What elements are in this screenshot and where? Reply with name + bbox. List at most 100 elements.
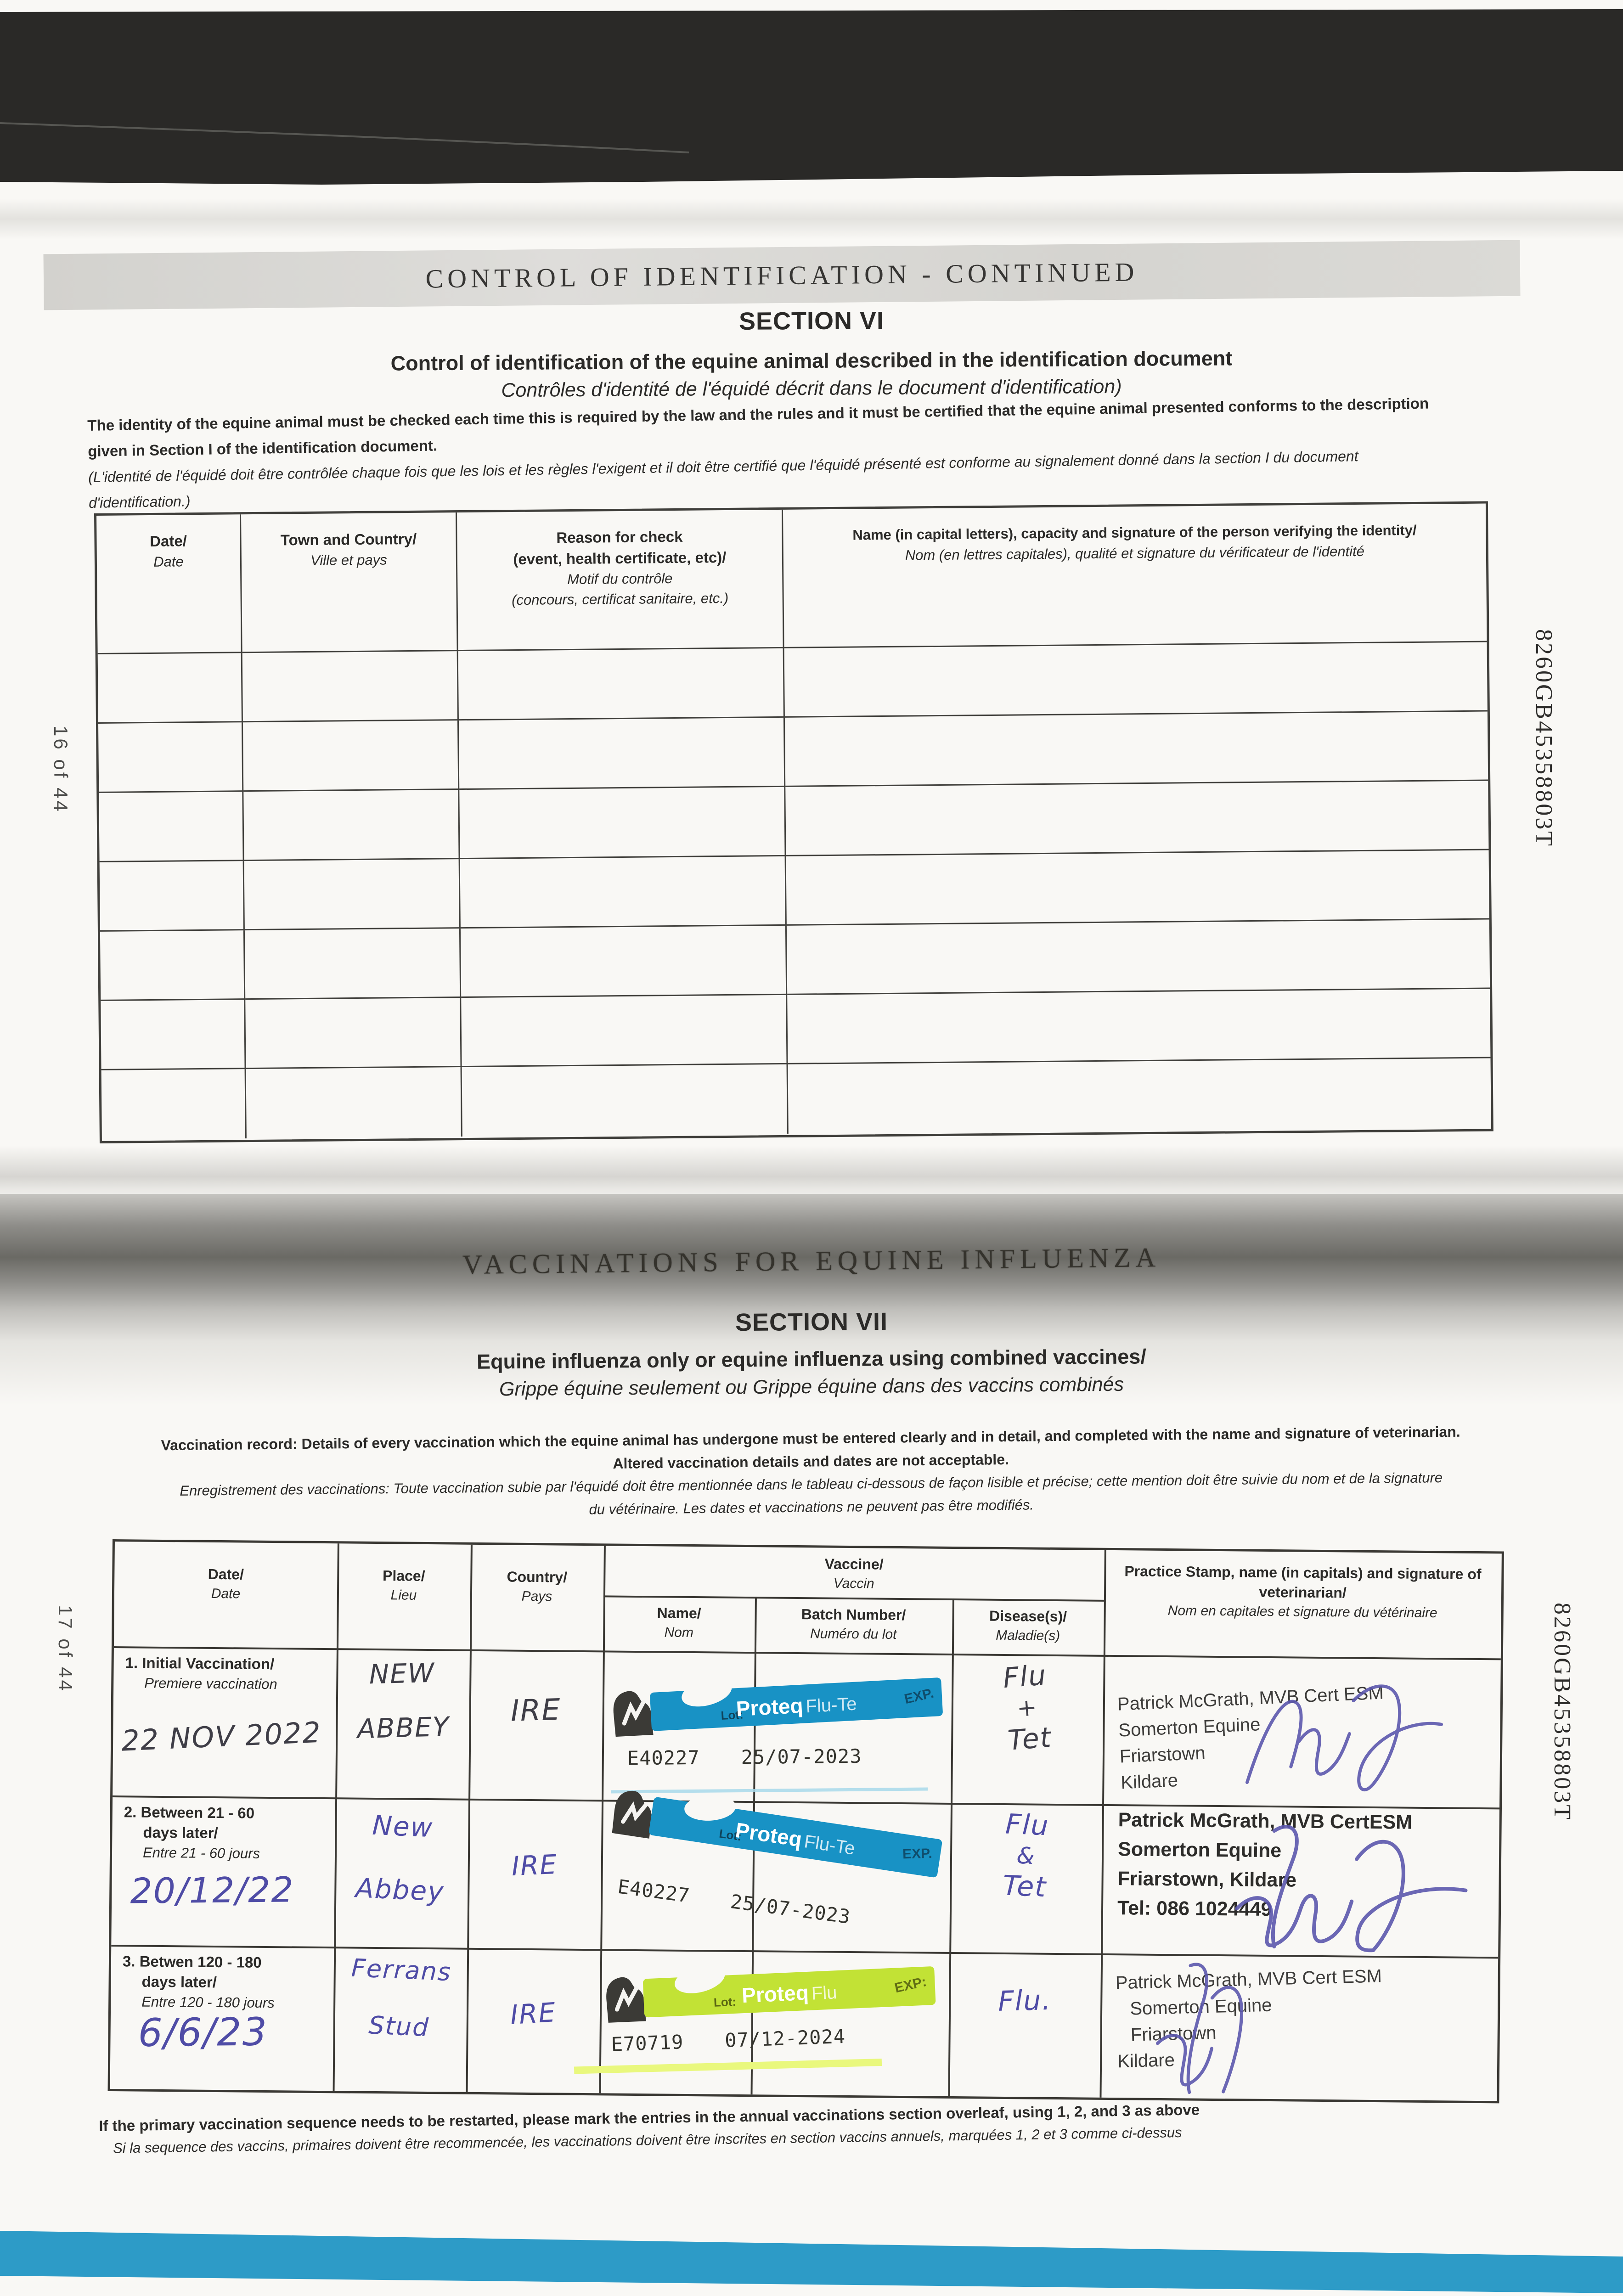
vet-signature [1156,1963,1244,2094]
empty-row-cell [460,856,787,929]
header-text: (event, health certificate, etc)/ [513,548,727,568]
header-text: Nom en capitales et signature du vétérin… [1167,1603,1437,1621]
row-label: 3. Betwen 120 - 180 days later/ Entre 12… [122,1951,275,2013]
header-text: veterinarian/ [1259,1583,1347,1601]
sticker-brand-bold: Proteq [741,1980,809,2008]
vaccination-row-1: 1. Initial Vaccination/ Premiere vaccina… [113,1646,1501,1807]
header-text: Reason for check [556,528,683,546]
expiry-date: 25/07-2023 [729,1890,852,1928]
empty-row-cell [242,651,459,723]
header-text: Date/ [208,1565,244,1583]
header-text: Disease(s)/ [989,1607,1067,1625]
section6-title-en: Control of identification of the equine … [390,346,1233,375]
sticker-brand-variant: Flu-Te [805,1694,857,1717]
row-label-line: days later/ [141,1973,217,1991]
sticker-band: Lot: Proteq Flu EXP: [642,1960,936,2018]
batch-number: E70719 [610,2031,684,2056]
empty-row-cell [244,859,461,931]
empty-row-cell [99,861,245,932]
batch-number: E40227 [627,1746,700,1770]
col-header-town-country: Town and Country/ Ville et pays [241,512,458,653]
col-header-vaccine: Vaccine/ Vaccin [603,1552,1105,1595]
row-label-line: days later/ [143,1823,218,1842]
vaccination-row-3: 3. Betwen 120 - 180 days later/ Entre 12… [110,1945,1499,2099]
col-header-practice-stamp: Practice Stamp, name (in capitals) and s… [1104,1561,1502,1623]
header-text: Vaccin [833,1576,874,1592]
header-text: Date/ [150,532,187,550]
empty-row-cell [101,1069,247,1140]
row-label-line: 1. Initial Vaccination/ [125,1654,275,1673]
vet-signature [1235,1824,1468,1953]
empty-row-cell [458,717,786,790]
col-header-date: Date/ Date [114,1564,338,1604]
col-header-date: Date/ Date [96,514,242,654]
horse-head-logo-icon [606,1977,646,2023]
vet-signature [1245,1684,1443,1791]
sticker-band: Lot: ProteqFlu-Te EXP. [649,1673,943,1731]
vaccine-sticker: Lot: ProteqFlu-Te EXP. [609,1787,943,1886]
sticker-brand-bold: Proteq [735,1693,804,1721]
handwritten-place: Ferrans Stud [332,1953,468,2043]
empty-row-cell [786,850,1489,926]
handwritten-disease: Flu + Tet [948,1655,1106,1761]
header-text: Date [211,1586,241,1602]
empty-row-cell [101,1000,246,1070]
header-text: Nom (en lettres capitales), qualité et s… [905,543,1365,563]
empty-row-cell [459,787,786,860]
handwritten-place-line: Abbey [355,1872,445,1908]
sticker-brand-bold: Proteq [733,1818,804,1851]
empty-row-cell [462,1064,789,1137]
page-number-16: 16 of 44 [50,726,72,814]
sticker-batch-expiry: E40227 25/07-2023 [616,1875,852,1928]
header-text: Date [153,553,184,570]
passport-code-right-top: 8260GB45358803T [1531,629,1557,848]
sticker-smear [574,2058,882,2074]
disease-line: Tet [1002,1869,1048,1904]
row-label-line: Entre 21 - 60 jours [142,1844,260,1862]
page-number-17: 17 of 44 [55,1605,76,1693]
col-header-batch-number: Batch Number/ Numéro du lot [755,1604,952,1644]
section6-banner-text: CONTROL OF IDENTIFICATION - CONTINUED [425,257,1138,293]
empty-row-cell [458,648,785,721]
empty-row-cell [788,1058,1491,1134]
row-label-line: Premiere vaccination [144,1675,277,1693]
header-text: Maladie(s) [996,1627,1060,1644]
empty-row-cell [99,792,244,862]
col-header-disease: Disease(s)/ Maladie(s) [952,1606,1104,1646]
empty-row-cell [242,720,460,792]
empty-row-cell [97,653,243,724]
col-header-verifier-name: Name (in capital letters), capacity and … [783,503,1487,648]
expiry-date: 07/12-2024 [724,2025,846,2052]
col-header-country: Country/ Pays [470,1567,604,1607]
sticker-band: Lot: ProteqFlu-Te EXP. [648,1793,943,1878]
handwritten-date: 22 NOV 2022 [120,1715,322,1758]
batch-number: E40227 [616,1875,691,1907]
vaccination-table: Date/ Date Place/ Lieu Country/ Pays Vac… [107,1539,1504,2104]
header-text: Lieu [390,1587,417,1603]
header-text: Place/ [382,1567,425,1584]
expiry-date: 25/07-2023 [741,1745,862,1769]
handwritten-place-line: NEW [368,1657,435,1690]
empty-row-cell [244,929,462,1000]
scan-bottom-cyan-bar [0,2231,1623,2293]
handwritten-country: IRE [509,1997,558,2031]
sticker-batch-expiry: E40227 25/07-2023 [627,1745,862,1769]
vaccine-sticker: Lot: Proteq Flu EXP: [603,1960,936,2027]
identification-checks-table: Date/ Date Town and Country/ Ville et pa… [94,501,1493,1143]
empty-row-cell [787,989,1491,1064]
vaccination-row-2: 2. Between 21 - 60 days later/ Entre 21 … [111,1790,1499,1957]
scan-top-black-bar [0,9,1623,185]
section7-intro: Vaccination record: Details of every vac… [87,1421,1535,1528]
sticker-brand-variant: Flu [811,1982,838,2004]
handwritten-place-line: Ferrans [350,1953,452,1987]
sticker-exp-label: EXP. [902,1846,932,1862]
vaccine-sticker: Lot: ProteqFlu-Te EXP. [610,1673,943,1742]
section6-intro: The identity of the equine animal must b… [87,392,1531,518]
col-header-reason: Reason for check (event, health certific… [457,509,784,652]
handwritten-country: IRE [510,1693,562,1728]
handwritten-place-line: ABBEY [356,1711,451,1745]
empty-row-cell [460,925,788,998]
sticker-brand: ProteqFlu-Te [649,1805,941,1872]
scan-shadow-band [0,198,1623,240]
